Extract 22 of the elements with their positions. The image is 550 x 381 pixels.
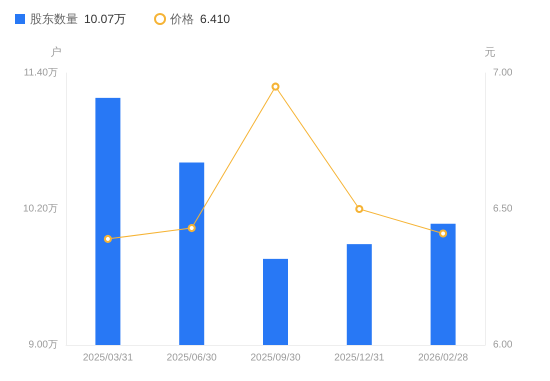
point <box>355 205 364 213</box>
point <box>272 82 280 91</box>
x-tick-label: 2025/06/30 <box>166 352 218 364</box>
x-tick-label: 2025/09/30 <box>250 352 301 364</box>
x-tick-label: 2026/02/28 <box>418 352 469 364</box>
legend-label: 价格 <box>169 12 194 26</box>
y-tick-label: 9.00万 <box>28 340 58 350</box>
legend-label: 股东数量 <box>30 12 78 26</box>
y-tick-label: 11.40万 <box>24 68 58 78</box>
y2-axis-title: 元 <box>484 46 496 58</box>
point <box>439 229 448 238</box>
y-tick-label: 10.20万 <box>22 204 58 214</box>
text: 6.410 <box>200 12 230 26</box>
point <box>188 224 196 232</box>
x-tick-label: 2025/12/31 <box>334 352 385 364</box>
y2-tick-label: 6.50 <box>493 204 513 214</box>
y-axis-title: 户 <box>50 46 62 58</box>
text: 10.07万 <box>84 12 126 26</box>
point <box>104 234 112 243</box>
y2-tick-label: 7.00 <box>493 68 513 78</box>
x-tick-label: 2025/03/31 <box>82 352 134 364</box>
y2-tick-label: 6.00 <box>493 340 513 350</box>
